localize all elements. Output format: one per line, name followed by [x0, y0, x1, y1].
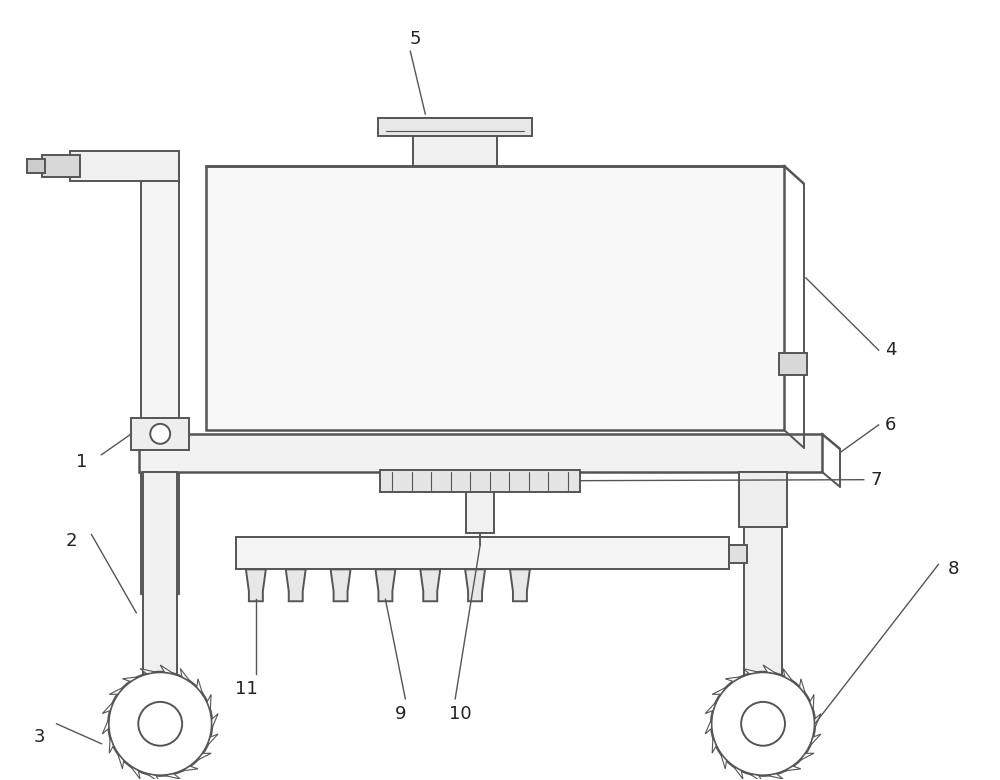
Text: 7: 7 — [871, 470, 882, 489]
Text: 10: 10 — [449, 705, 471, 723]
Bar — [413, 136, 497, 166]
Text: 5: 5 — [410, 30, 421, 48]
Polygon shape — [109, 737, 113, 753]
Polygon shape — [712, 737, 716, 753]
Polygon shape — [510, 569, 530, 601]
Circle shape — [108, 672, 212, 775]
Polygon shape — [197, 753, 211, 760]
Polygon shape — [180, 668, 190, 682]
Polygon shape — [743, 668, 759, 674]
Polygon shape — [118, 753, 124, 769]
Polygon shape — [783, 668, 793, 682]
Polygon shape — [375, 569, 395, 601]
Bar — [206, 166, 784, 430]
Polygon shape — [102, 702, 113, 714]
Polygon shape — [815, 714, 821, 729]
Polygon shape — [712, 687, 727, 694]
Text: 6: 6 — [885, 416, 896, 434]
Bar — [70, 151, 179, 181]
Polygon shape — [733, 766, 743, 779]
Bar — [779, 353, 807, 375]
Bar — [744, 472, 782, 707]
Bar — [380, 470, 580, 491]
Circle shape — [741, 702, 785, 746]
Polygon shape — [785, 766, 801, 771]
Text: 2: 2 — [66, 533, 77, 551]
Polygon shape — [102, 719, 109, 734]
Text: 4: 4 — [885, 341, 896, 359]
Bar — [131, 418, 189, 450]
Polygon shape — [800, 753, 814, 760]
Bar — [139, 434, 822, 472]
Polygon shape — [109, 687, 124, 694]
Polygon shape — [165, 774, 180, 779]
Bar — [739, 472, 787, 526]
Polygon shape — [810, 734, 821, 746]
Polygon shape — [160, 665, 174, 674]
Polygon shape — [705, 702, 716, 714]
Circle shape — [711, 672, 815, 775]
Polygon shape — [140, 668, 156, 674]
Polygon shape — [331, 569, 351, 601]
Text: 3: 3 — [34, 728, 45, 746]
Bar — [466, 491, 494, 534]
Polygon shape — [800, 679, 806, 694]
Polygon shape — [420, 569, 440, 601]
Bar — [141, 161, 179, 594]
Bar — [143, 472, 177, 707]
Polygon shape — [705, 719, 711, 734]
Polygon shape — [212, 714, 218, 729]
Polygon shape — [725, 677, 741, 682]
Bar — [729, 545, 747, 563]
Polygon shape — [763, 665, 777, 674]
Circle shape — [138, 702, 182, 746]
Bar — [378, 118, 532, 136]
Polygon shape — [147, 774, 160, 780]
Text: 11: 11 — [235, 680, 257, 698]
Polygon shape — [465, 569, 485, 601]
Bar — [42, 155, 80, 177]
Polygon shape — [810, 694, 814, 711]
Polygon shape — [207, 734, 218, 746]
Polygon shape — [246, 569, 266, 601]
Bar — [27, 159, 45, 173]
Polygon shape — [750, 774, 763, 780]
Polygon shape — [767, 774, 783, 779]
Polygon shape — [721, 753, 727, 769]
Bar — [236, 537, 729, 569]
Text: 1: 1 — [76, 452, 87, 471]
Text: 8: 8 — [948, 560, 959, 578]
Polygon shape — [207, 694, 211, 711]
Polygon shape — [286, 569, 306, 601]
Text: 9: 9 — [395, 705, 406, 723]
Polygon shape — [130, 766, 140, 779]
Polygon shape — [197, 679, 203, 694]
Polygon shape — [122, 677, 138, 682]
Polygon shape — [182, 766, 198, 771]
Circle shape — [150, 424, 170, 444]
